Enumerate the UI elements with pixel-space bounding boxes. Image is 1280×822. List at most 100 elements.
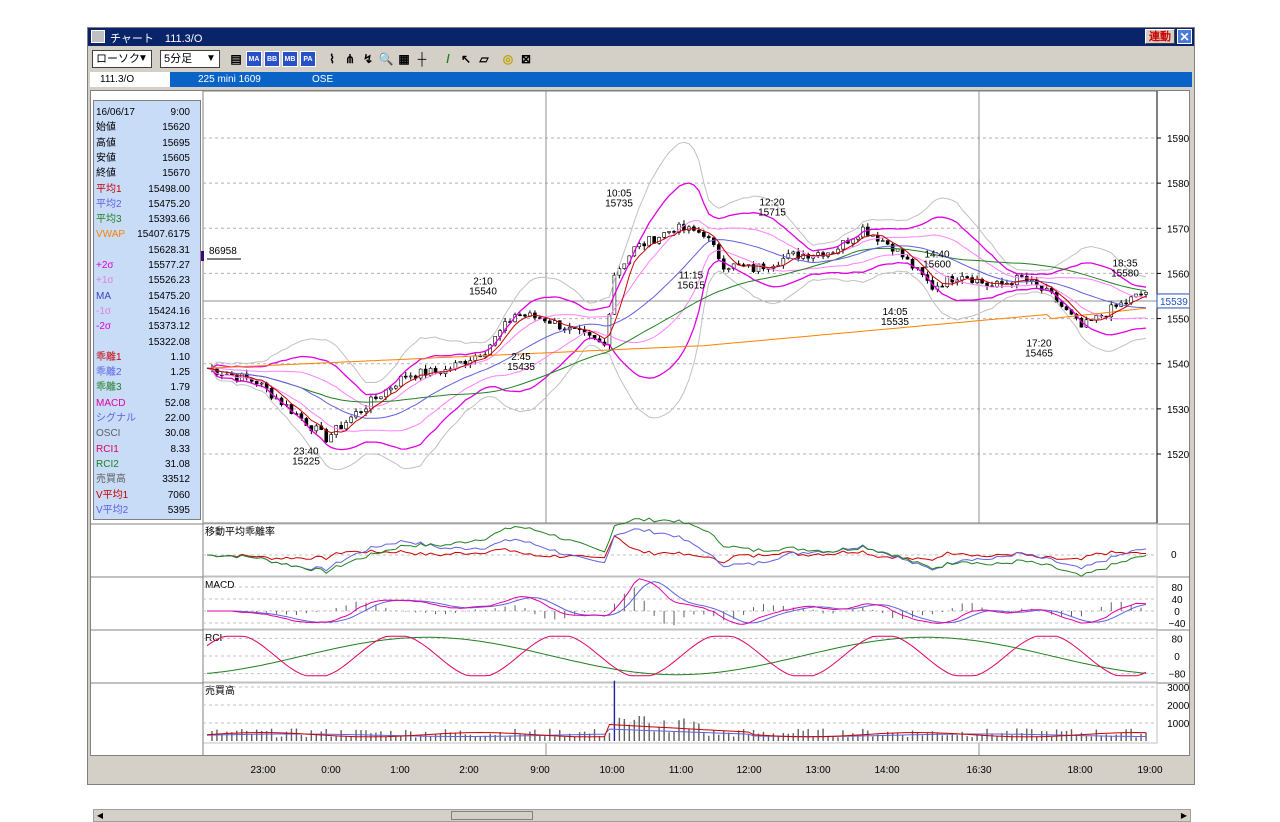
symbol-code: 111.3/O [90,72,170,87]
candle-body [458,361,463,364]
candle-body [314,425,319,432]
data-row: 16/06/17 9:00 [96,105,200,120]
chart-type-select[interactable]: ローソク ▼ [92,50,152,68]
candle-body [1144,292,1148,295]
macd-tick-label: 0 [1174,607,1180,618]
data-row: +1σ 15526.23 [96,273,200,288]
candle-body [1109,304,1114,318]
zoom-icon[interactable]: 🔍 [378,52,394,66]
candle-body [1000,281,1004,284]
search-icon[interactable]: ◎ [502,52,514,66]
bollinger-3sigma-upper [206,141,1147,384]
candle-body [359,411,363,413]
data-row: V平均1 7060 [96,488,200,503]
candle-body [910,258,915,269]
candle-body [503,321,507,331]
candle-body [821,252,825,257]
volume-marker-label: 86958 [209,246,237,257]
candle-body [756,263,761,272]
close-icon[interactable]: ✕ [1177,29,1192,44]
data-value: 15322.08 [148,336,190,348]
annotation-time: 11:15 [679,271,704,282]
data-label: RCI1 [96,443,119,455]
data-label: MA [96,290,111,302]
data-row: RCI1 8.33 [96,442,200,457]
annotation-time: 17:20 [1026,338,1051,349]
ma-button[interactable]: MA [246,51,262,67]
time-tick-label: 23:00 [250,765,276,776]
chart-window: チャート 111.3/O 連動 ✕ ローソク ▼ 5分足 ▼ ▤ MA BB M… [87,27,1195,822]
data-value: 33512 [162,474,190,486]
candle-body [662,232,666,238]
price-tick-label: 15900 [1167,134,1189,145]
data-value: 52.08 [164,397,190,409]
data-label: -2σ [96,321,112,333]
data-label: 平均1 [96,183,122,195]
grid-icon[interactable]: ┼ [417,52,427,66]
mb-button[interactable]: MB [282,51,298,67]
symbol-name: 225 mini 1609 [198,74,261,85]
data-value: 15424.16 [148,305,190,317]
time-tick-label: 1:00 [390,765,410,776]
candle-body [329,434,334,443]
vwap-line [206,307,1147,369]
link-button[interactable]: 連動 [1145,29,1175,44]
data-value: 15475.20 [148,290,190,302]
pen-icon[interactable]: / [446,52,450,66]
chart-type-value: ローソク [96,53,140,65]
candle-body [995,281,999,287]
data-row: シグナル 22.00 [96,411,200,426]
candle-body [587,332,592,336]
data-row: -2σ 15373.12 [96,319,200,334]
candle-body [433,368,438,373]
delete-line-icon[interactable]: ⊠ [520,52,532,66]
data-value: 15620 [162,122,190,134]
scroll-thumb[interactable] [451,811,533,820]
symbol-info-bar: 111.3/O 225 mini 1609 OSE [90,72,1192,87]
table-icon[interactable]: ▦ [398,52,410,66]
candle-icon[interactable]: ⋔ [344,52,356,66]
candle-body [339,425,343,430]
data-row: 乖離2 1.25 [96,365,200,380]
chevron-down-icon[interactable]: ▼ [138,53,148,64]
candle-body [408,375,413,378]
candle-body [940,285,945,288]
pa-button[interactable]: PA [300,51,316,67]
scroll-right-icon[interactable]: ▶ [1180,811,1188,820]
eraser-icon[interactable]: ▱ [479,52,489,66]
line-chart-icon[interactable]: ⌇ [329,52,335,66]
price-tick-label: 15300 [1167,405,1189,416]
chart-area[interactable]: 15900 15800 15700 15600 15500 15400 15300 15200… [90,90,1191,822]
interval-select[interactable]: 5分足 ▼ [160,50,220,68]
chart-settings-icon[interactable]: ▤ [230,52,242,66]
candle-body [1084,319,1089,328]
chevron-down-icon[interactable]: ▼ [206,53,216,64]
subchart-title: MACD [205,580,234,591]
data-row: MACD 52.08 [96,396,200,411]
ma3-line [206,247,1147,403]
pointer-icon[interactable]: ↖ [460,52,472,66]
scroll-left-icon[interactable]: ◀ [96,811,104,820]
candle-body [1094,314,1099,321]
data-value: 1.10 [170,351,190,363]
candle-body [786,253,791,259]
rci-tick-label: 80 [1171,634,1183,645]
chart-canvas[interactable]: 15900 15800 15700 15600 15500 15400 15300 15200… [91,91,1189,755]
bb-button[interactable]: BB [264,51,280,67]
candle-body [796,251,801,259]
candle-body [716,244,721,260]
data-row: 15628.31 [96,243,200,258]
rci2-line [206,636,1147,676]
candle-body [707,236,711,239]
annotation-price: 15715 [758,208,786,219]
macd-tick-label: −40 [1169,619,1186,630]
candle-body [254,381,259,385]
candle-body [726,268,731,270]
candle-body [885,240,890,245]
data-label: +1σ [96,275,114,287]
indicator-icon[interactable]: ↯ [362,52,374,66]
rci-tick-label: −80 [1169,670,1186,681]
candle-body [791,251,796,255]
rci-tick-label: 0 [1174,652,1180,663]
time-tick-label: 9:00 [530,765,550,776]
